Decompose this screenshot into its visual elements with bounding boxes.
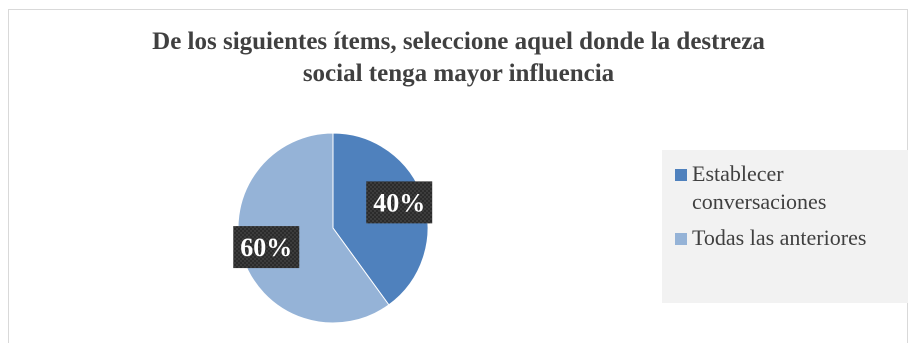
legend-item-todas: Todas las anteriores <box>675 224 908 252</box>
legend-label-establecer: Establecer conversaciones <box>692 161 827 214</box>
legend: Establecer conversaciones Todas las ante… <box>662 150 908 303</box>
chart-title: De los siguientes ítems, seleccione aque… <box>152 28 765 87</box>
legend-swatch-todas <box>675 233 687 245</box>
legend-item-establecer: Establecer conversaciones <box>675 160 908 216</box>
data-label-establecer: 40% <box>366 181 433 224</box>
svg-text:60%: 60% <box>240 233 292 262</box>
svg-text:40%: 40% <box>373 188 425 217</box>
data-label-todas: 60% <box>233 226 300 269</box>
legend-label-todas: Todas las anteriores <box>692 225 867 250</box>
legend-swatch-establecer <box>675 169 687 181</box>
